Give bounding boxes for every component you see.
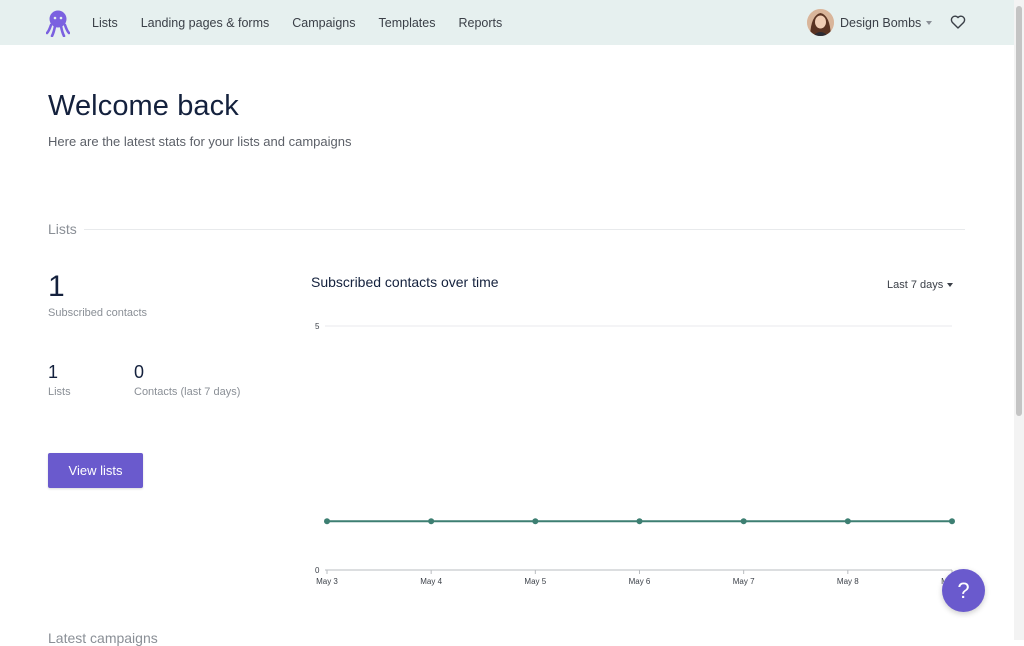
account-menu[interactable]: Design Bombs	[807, 8, 933, 37]
data-point	[740, 518, 747, 525]
new-contacts-label: Contacts (last 7 days)	[134, 386, 241, 398]
page-subtitle: Here are the latest stats for your lists…	[48, 134, 352, 149]
scrollbar-thumb[interactable]	[1016, 6, 1022, 416]
chevron-down-icon	[926, 20, 933, 25]
x-tick-label: May 3	[316, 577, 338, 586]
y-tick-label: 0	[315, 566, 320, 575]
avatar-photo-icon	[807, 9, 834, 36]
lists-count-label: Lists	[48, 386, 71, 398]
heart-icon[interactable]	[950, 14, 966, 30]
x-tick-label: May 6	[629, 577, 651, 586]
data-point	[324, 518, 330, 525]
data-point	[844, 518, 851, 525]
page-scrollbar[interactable]	[1014, 0, 1024, 640]
page-title: Welcome back	[48, 90, 239, 122]
x-tick-label: May 4	[420, 577, 442, 586]
nav-templates[interactable]: Templates	[378, 15, 436, 30]
chart-title: Subscribed contacts over time	[311, 274, 499, 290]
subscribed-contacts-label: Subscribed contacts	[48, 307, 148, 319]
new-contacts-count: 0	[134, 362, 145, 382]
account-name: Design Bombs	[840, 15, 922, 30]
main-nav: Lists Landing pages & forms Campaigns Te…	[92, 0, 525, 45]
x-tick-label: May 5	[524, 577, 546, 586]
nav-campaigns[interactable]: Campaigns	[292, 15, 356, 30]
section-divider	[84, 229, 965, 230]
view-lists-button[interactable]: View lists	[48, 453, 143, 488]
date-range-label: Last 7 days	[887, 279, 944, 291]
data-point	[428, 518, 435, 525]
date-range-dropdown[interactable]: Last 7 days	[887, 279, 954, 291]
x-tick-label: May 7	[733, 577, 755, 586]
nav-reports[interactable]: Reports	[458, 15, 503, 30]
x-tick-label: May 8	[837, 577, 859, 586]
octopus-logo-icon[interactable]	[46, 9, 70, 37]
subscribed-contacts-count: 1	[48, 270, 65, 303]
y-tick-label: 5	[315, 322, 320, 331]
help-button[interactable]: ?	[942, 569, 985, 612]
avatar	[807, 9, 834, 36]
nav-landing-pages-forms[interactable]: Landing pages & forms	[140, 15, 270, 30]
nav-lists[interactable]: Lists	[92, 15, 118, 30]
lists-section-label: Lists	[48, 221, 77, 237]
lists-count: 1	[48, 362, 59, 382]
data-point	[636, 518, 643, 525]
data-point	[532, 518, 539, 525]
data-point	[949, 518, 955, 525]
latest-campaigns-section-label: Latest campaigns	[48, 630, 158, 646]
top-navigation-bar: Lists Landing pages & forms Campaigns Te…	[0, 0, 1014, 45]
chevron-down-icon	[947, 283, 954, 287]
